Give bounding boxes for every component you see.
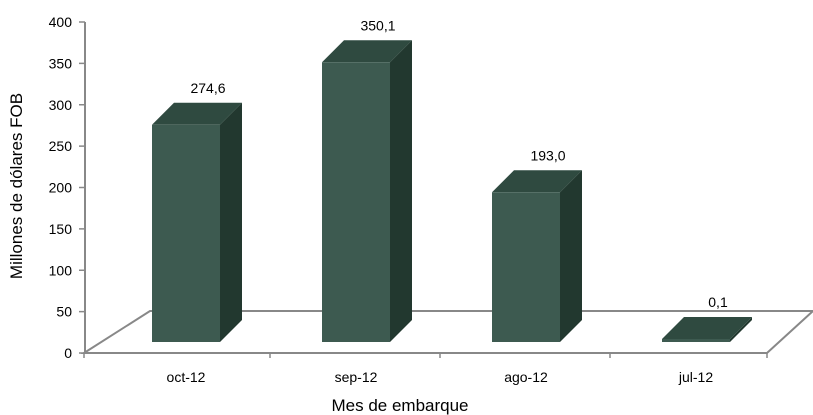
bar-ago-12: [492, 170, 582, 342]
bar-jul-12: [662, 317, 752, 342]
y-tick-label: 300: [49, 97, 73, 113]
x-tick-label: ago-12: [504, 369, 548, 385]
y-tick-label: 350: [49, 55, 73, 71]
floor-plane: [80, 310, 813, 354]
bar-front: [492, 192, 560, 342]
bar-side: [560, 170, 582, 342]
bar-front: [662, 339, 730, 342]
data-label: 193,0: [530, 147, 565, 163]
bar-front: [152, 124, 220, 343]
bar-oct-12: [152, 102, 242, 343]
y-axis-title: Millones de dólares FOB: [7, 93, 26, 279]
y-tick-labels: 0 50 100 150 200 250 300 350 400: [49, 14, 73, 361]
bars: [152, 40, 752, 343]
chart-floor: [80, 310, 813, 354]
x-tick-label: jul-12: [678, 369, 713, 385]
y-axis: [79, 21, 768, 358]
bar-top: [322, 40, 412, 63]
bar-front: [322, 62, 390, 343]
y-tick-label: 250: [49, 138, 73, 154]
bar-top: [492, 170, 582, 193]
bar-top: [662, 317, 752, 339]
y-tick-label: 150: [49, 221, 73, 237]
bar-side: [730, 317, 752, 342]
y-tick-label: 100: [49, 262, 73, 278]
y-tick-label: 200: [49, 180, 73, 196]
x-tick-label: oct-12: [167, 369, 206, 385]
data-label: 274,6: [190, 80, 225, 96]
x-tick-labels: oct-12 sep-12 ago-12 jul-12: [167, 369, 714, 385]
x-tick-label: sep-12: [335, 369, 378, 385]
data-label: 0,1: [708, 294, 728, 310]
bar-side: [390, 40, 412, 343]
y-tick-label: 50: [56, 304, 72, 320]
bar-sep-12: [322, 40, 412, 343]
bar-top: [152, 102, 242, 125]
y-tick-label: 400: [49, 14, 73, 30]
bar-side: [220, 102, 242, 343]
data-label: 350,1: [360, 17, 395, 33]
y-tick-label: 0: [64, 345, 72, 361]
x-axis-title: Mes de embarque: [331, 396, 468, 415]
data-labels: 274,6 350,1 193,0 0,1: [190, 17, 727, 310]
